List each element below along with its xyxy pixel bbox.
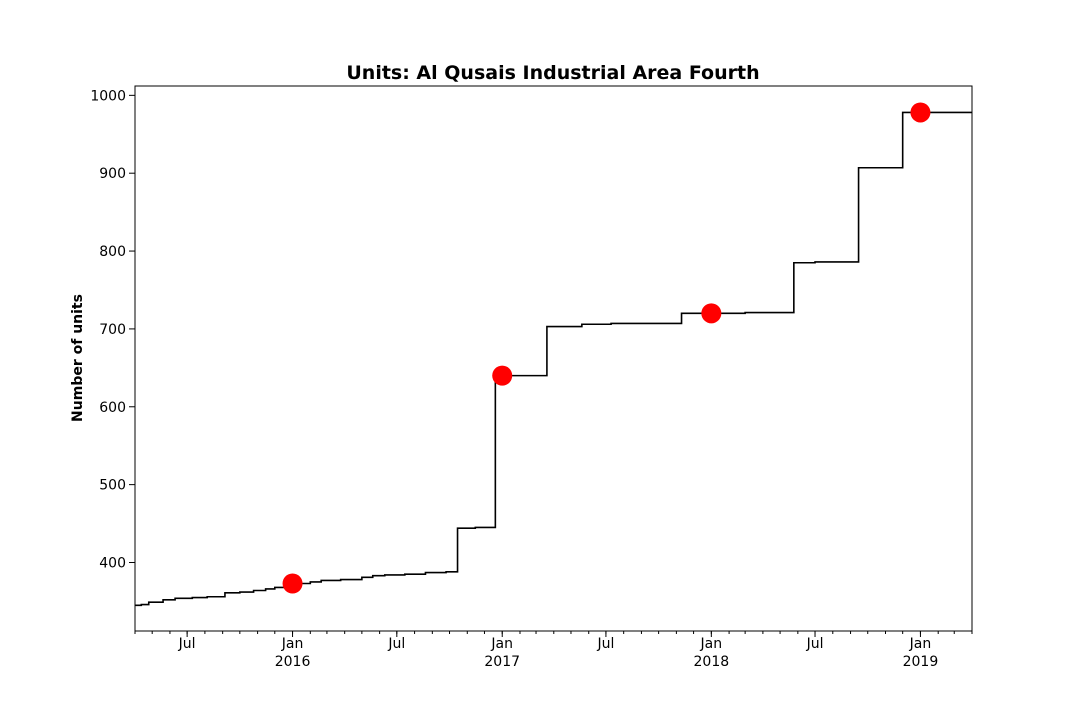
x-tick-label: Jan (281, 636, 304, 652)
yearly-marker-point (910, 102, 931, 123)
y-tick-label: 900 (99, 166, 126, 182)
x-tick-label: Jan (700, 636, 723, 652)
x-tick-year-label: 2016 (275, 654, 311, 670)
chart-title: Units: Al Qusais Industrial Area Fourth (346, 62, 759, 84)
x-tick-label: Jul (806, 636, 824, 652)
x-tick-year-label: 2019 (903, 654, 939, 670)
y-tick-label: 700 (99, 322, 126, 338)
x-tick-label: Jan (909, 636, 932, 652)
y-axis-label: Number of units (70, 294, 86, 422)
x-tick-label: Jul (178, 636, 196, 652)
yearly-marker-point (282, 573, 303, 594)
yearly-marker-point (701, 303, 722, 324)
x-tick-label: Jan (490, 636, 513, 652)
x-tick-label: Jul (387, 636, 405, 652)
y-tick-label: 400 (99, 555, 126, 571)
x-tick-label: Jul (596, 636, 614, 652)
x-tick-year-label: 2018 (694, 654, 730, 670)
y-tick-label: 600 (99, 400, 126, 416)
plot-area: Jul Jan 2016 Jul Jan 2017 Jul Jan 2018 Jul Jan 2019… (90, 88, 973, 670)
yearly-marker-point (492, 365, 513, 386)
y-tick-label: 1000 (90, 88, 126, 104)
unit-count-step-line (135, 111, 972, 607)
plot-frame (134, 85, 973, 632)
y-tick-label: 500 (99, 478, 126, 494)
x-tick-year-label: 2017 (484, 654, 520, 670)
y-tick-label: 800 (99, 244, 126, 260)
